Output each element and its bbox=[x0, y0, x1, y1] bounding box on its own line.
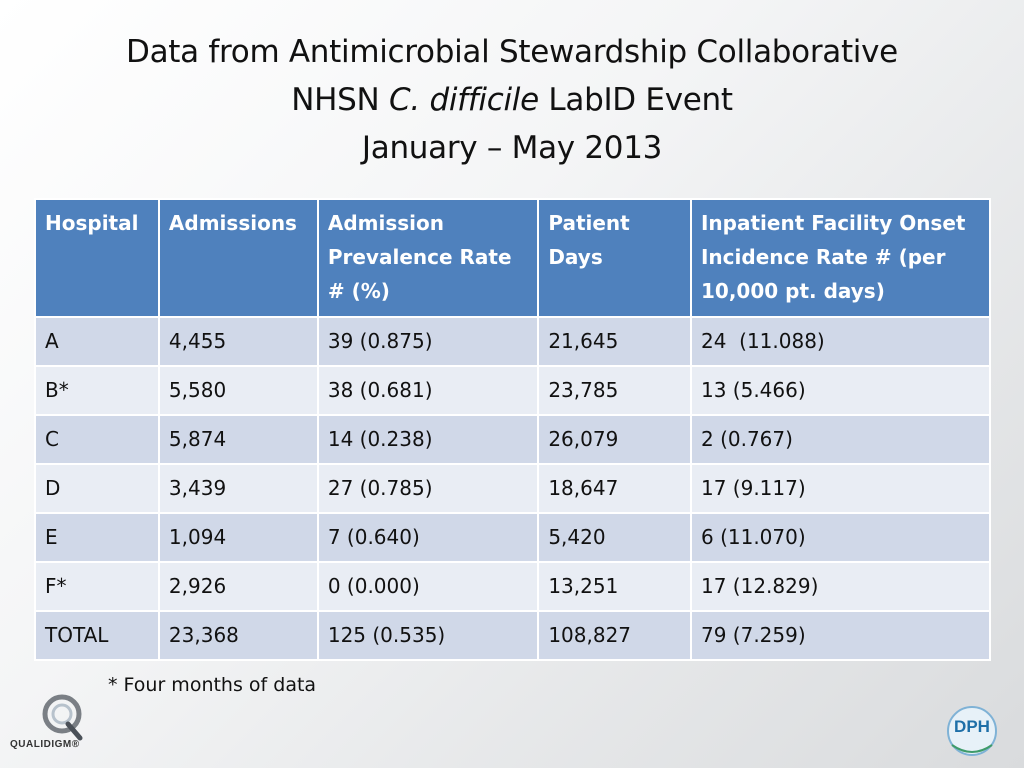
cell-admissions: 3,439 bbox=[157, 463, 319, 514]
cell-patient-days: 108,827 bbox=[537, 610, 692, 661]
title-line-2-organism: C. difficile bbox=[389, 82, 539, 118]
table-row: C 5,874 14 (0.238) 26,079 2 (0.767) bbox=[34, 414, 992, 465]
cell-prevalence: 38 (0.681) bbox=[316, 365, 540, 416]
title-line-2-suffix: LabID Event bbox=[538, 82, 733, 118]
qualidigm-logo: QUALIDIGM® bbox=[10, 692, 120, 756]
cell-admissions: 1,094 bbox=[157, 512, 319, 563]
table-row: D 3,439 27 (0.785) 18,647 17 (9.117) bbox=[34, 463, 992, 514]
dph-wordmark: DPH bbox=[954, 717, 990, 736]
slide-title: Data from Antimicrobial Stewardship Coll… bbox=[0, 28, 1024, 172]
cell-hospital: F* bbox=[34, 561, 160, 612]
hospital-data-table: Hospital Admissions Admission Prevalence… bbox=[34, 198, 992, 661]
cell-incidence: 24 (11.088) bbox=[689, 316, 992, 367]
cell-hospital: A bbox=[34, 316, 160, 367]
cell-hospital: C bbox=[34, 414, 160, 465]
cell-patient-days: 23,785 bbox=[537, 365, 692, 416]
cell-prevalence: 27 (0.785) bbox=[316, 463, 540, 514]
qualidigm-wordmark: QUALIDIGM® bbox=[10, 739, 80, 750]
table-row: A 4,455 39 (0.875) 21,645 24 (11.088) bbox=[34, 316, 992, 367]
table-header-row: Hospital Admissions Admission Prevalence… bbox=[34, 198, 992, 318]
cell-patient-days: 21,645 bbox=[537, 316, 692, 367]
table-row: E 1,094 7 (0.640) 5,420 6 (11.070) bbox=[34, 512, 992, 563]
table-row: F* 2,926 0 (0.000) 13,251 17 (12.829) bbox=[34, 561, 992, 612]
title-line-2-prefix: NHSN bbox=[291, 82, 390, 118]
dph-logo: DPH bbox=[944, 705, 1000, 761]
cell-incidence: 2 (0.767) bbox=[689, 414, 992, 465]
cell-prevalence: 14 (0.238) bbox=[316, 414, 540, 465]
cell-incidence: 6 (11.070) bbox=[689, 512, 992, 563]
cell-patient-days: 13,251 bbox=[537, 561, 692, 612]
cell-hospital: E bbox=[34, 512, 160, 563]
cell-prevalence: 125 (0.535) bbox=[316, 610, 540, 661]
cell-admissions: 5,580 bbox=[157, 365, 319, 416]
header-hospital: Hospital bbox=[34, 198, 160, 318]
title-line-1: Data from Antimicrobial Stewardship Coll… bbox=[126, 34, 898, 70]
cell-incidence: 13 (5.466) bbox=[689, 365, 992, 416]
cell-patient-days: 5,420 bbox=[537, 512, 692, 563]
cell-admissions: 5,874 bbox=[157, 414, 319, 465]
title-line-3: January – May 2013 bbox=[361, 130, 663, 166]
cell-prevalence: 0 (0.000) bbox=[316, 561, 540, 612]
title-line-2: NHSN C. difficile LabID Event bbox=[0, 76, 1024, 124]
dph-badge-icon bbox=[947, 706, 997, 756]
cell-incidence: 17 (12.829) bbox=[689, 561, 992, 612]
cell-patient-days: 26,079 bbox=[537, 414, 692, 465]
cell-admissions: 2,926 bbox=[157, 561, 319, 612]
cell-hospital: TOTAL bbox=[34, 610, 160, 661]
header-admission-prevalence-rate: Admission Prevalence Rate # (%) bbox=[316, 198, 540, 318]
table-row: B* 5,580 38 (0.681) 23,785 13 (5.466) bbox=[34, 365, 992, 416]
cell-prevalence: 39 (0.875) bbox=[316, 316, 540, 367]
table-row-total: TOTAL 23,368 125 (0.535) 108,827 79 (7.2… bbox=[34, 610, 992, 661]
footnote: * Four months of data bbox=[108, 674, 317, 696]
cell-patient-days: 18,647 bbox=[537, 463, 692, 514]
cell-prevalence: 7 (0.640) bbox=[316, 512, 540, 563]
cell-hospital: B* bbox=[34, 365, 160, 416]
cell-admissions: 4,455 bbox=[157, 316, 319, 367]
cell-incidence: 17 (9.117) bbox=[689, 463, 992, 514]
header-patient-days: Patient Days bbox=[537, 198, 692, 318]
header-incidence-rate: Inpatient Facility Onset Incidence Rate … bbox=[689, 198, 992, 318]
cell-admissions: 23,368 bbox=[157, 610, 319, 661]
header-admissions: Admissions bbox=[157, 198, 319, 318]
cell-incidence: 79 (7.259) bbox=[689, 610, 992, 661]
cell-hospital: D bbox=[34, 463, 160, 514]
qualidigm-q-icon bbox=[42, 694, 83, 741]
